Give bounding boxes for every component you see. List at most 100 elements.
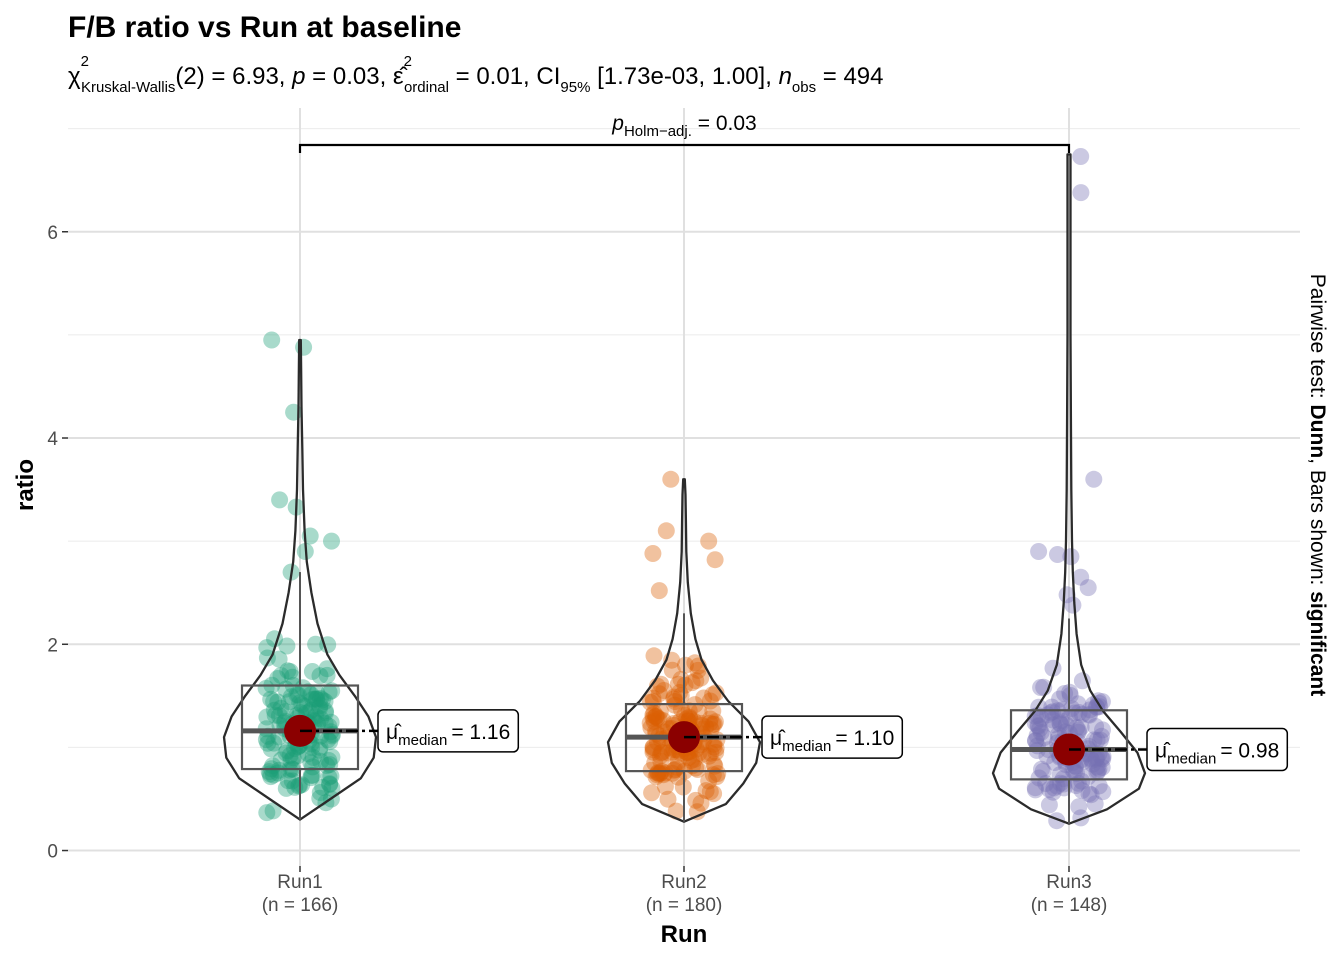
data-point — [1070, 704, 1088, 721]
data-point — [1032, 724, 1050, 741]
outlier-point — [650, 582, 668, 600]
data-point — [290, 686, 307, 704]
median-label-text: μ̂median = 0.98 — [1155, 739, 1279, 767]
chart-title: F/B ratio vs Run at baseline — [68, 11, 461, 44]
data-point — [692, 669, 710, 687]
data-point — [1045, 779, 1063, 797]
data-point — [307, 690, 325, 708]
data-point — [697, 718, 715, 736]
data-point — [269, 693, 287, 711]
data-point — [1044, 703, 1061, 721]
data-point — [260, 763, 278, 781]
data-point — [688, 803, 706, 821]
data-point — [644, 741, 662, 759]
data-point — [701, 710, 719, 728]
data-point — [319, 731, 337, 749]
data-point — [259, 734, 277, 752]
data-point — [695, 689, 713, 707]
data-point — [278, 742, 296, 760]
data-point — [1051, 715, 1069, 733]
median-value: = 1.10 — [835, 727, 894, 750]
data-point — [644, 689, 662, 707]
data-point — [311, 697, 329, 715]
data-point — [262, 690, 280, 708]
median-label-text: μ̂median = 1.16 — [386, 721, 510, 749]
data-point — [257, 679, 275, 697]
data-point — [644, 739, 662, 757]
data-point — [652, 744, 670, 762]
data-point — [291, 694, 309, 712]
data-point — [1063, 700, 1081, 717]
data-point — [700, 772, 718, 790]
data-point — [683, 674, 701, 692]
data-point — [1026, 779, 1044, 797]
chi-subscript: Kruskal-Wallis — [81, 79, 175, 96]
x-tick-label: Run2 — [661, 872, 706, 893]
outlier-point — [1072, 568, 1090, 586]
data-point — [258, 649, 276, 667]
p-symbol: p — [291, 63, 305, 90]
data-point — [316, 693, 334, 710]
bracket-line — [298, 143, 1071, 153]
outlier-point — [706, 551, 724, 569]
data-point — [705, 715, 723, 733]
data-point — [649, 764, 667, 781]
data-point — [669, 768, 687, 786]
data-point — [705, 785, 723, 803]
data-point — [694, 745, 712, 763]
data-point — [270, 650, 288, 668]
data-point — [647, 707, 665, 725]
outlier-point — [1064, 596, 1082, 614]
data-point — [320, 768, 338, 786]
data-point — [284, 749, 302, 767]
data-point — [1048, 777, 1066, 795]
data-point — [311, 784, 329, 801]
data-point — [651, 747, 669, 765]
data-point — [322, 767, 340, 785]
data-point — [1087, 750, 1105, 768]
data-point — [1093, 758, 1111, 776]
data-point — [279, 662, 297, 680]
data-point — [676, 656, 694, 674]
data-point — [1067, 777, 1085, 794]
median-value: = 1.16 — [451, 721, 510, 744]
data-point — [697, 782, 715, 800]
chi-superscript: 2 — [81, 53, 89, 70]
data-point — [1072, 809, 1090, 827]
data-point — [258, 804, 276, 822]
outlier-point — [662, 470, 680, 488]
data-point — [1070, 798, 1088, 816]
median-label-box — [1146, 727, 1289, 772]
caption-middle: , Bars shown: — [1306, 458, 1329, 591]
data-point — [294, 679, 312, 697]
chart-subtitle: χ2 Kruskal-Wallis(2) = 6.93, p = 0.03, ε̂… — [68, 53, 884, 96]
data-point — [258, 708, 276, 726]
data-point — [1028, 727, 1046, 745]
x-tick-label: Run1 — [277, 872, 322, 893]
data-point — [649, 764, 667, 782]
data-point — [262, 768, 280, 786]
data-point — [650, 685, 668, 703]
data-point — [320, 752, 338, 769]
data-point — [644, 738, 662, 756]
data-point — [687, 672, 705, 690]
data-point — [1035, 729, 1053, 746]
data-point — [318, 660, 336, 678]
data-point — [707, 739, 725, 757]
bracket-label: pHolm−adj. = 0.03 — [611, 112, 756, 140]
data-point — [707, 743, 725, 761]
data-point — [293, 696, 311, 714]
data-point — [310, 741, 328, 759]
median-mu: μ̂ — [1155, 739, 1171, 762]
data-point — [1044, 711, 1062, 729]
data-point — [665, 688, 683, 706]
data-point — [1051, 690, 1069, 708]
data-point — [705, 735, 723, 753]
data-point — [265, 701, 283, 719]
data-point — [265, 693, 283, 711]
median-mu: μ̂ — [770, 727, 786, 750]
data-point — [306, 690, 324, 708]
data-point — [277, 703, 294, 721]
data-point — [288, 686, 306, 704]
